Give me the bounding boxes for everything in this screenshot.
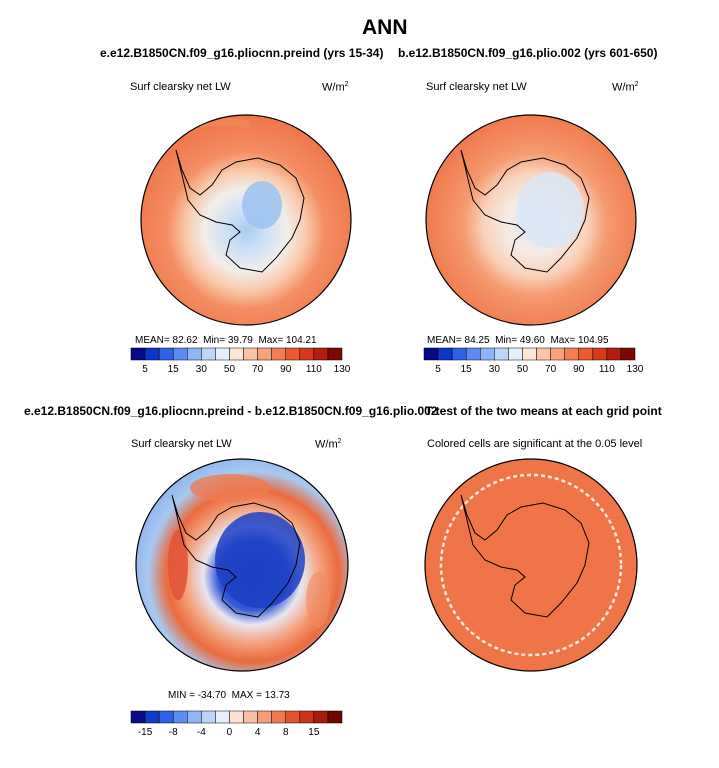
panel3-colorbar-box — [158, 710, 174, 724]
panel3-colorbar-box — [299, 710, 315, 724]
panel1-colorbar-box — [285, 347, 301, 361]
panel1-colorbar-box — [313, 347, 329, 361]
panel2-colorbar-box — [522, 347, 537, 361]
panel2-colorbar-box — [508, 347, 523, 361]
panel2-title: b.e12.B1850CN.f09_g16.plio.002 (yrs 601-… — [398, 46, 658, 60]
panel3-map — [135, 458, 349, 672]
panel3-colorbar-box — [313, 710, 329, 724]
panel3-stats: MIN = -34.70 MAX = 13.73 — [168, 690, 290, 701]
panel3-colorbar: -15 -8 -4 0 4 8 15 — [130, 710, 343, 738]
panel3-title: e.e12.B1850CN.f09_g16.pliocnn.preind - b… — [24, 404, 438, 418]
panel2-colorbar-tick-label: 130 — [627, 364, 644, 375]
panel1-colorbar-box — [257, 347, 272, 361]
panel2-colorbar-box — [564, 347, 579, 361]
panel3-antarctica-coastline — [171, 494, 301, 618]
panel1-colorbar-box — [327, 347, 343, 361]
panel3-colorbar-box — [201, 710, 216, 724]
panel3-colorbar-tick-label: -4 — [197, 727, 206, 738]
panel1-colorbar-tick-label: 110 — [306, 364, 322, 375]
panel2-colorbar-tick-label: 30 — [489, 364, 501, 375]
panel2-variable-label: Surf clearsky net LW — [426, 81, 527, 93]
panel1-colorbar-tick-label: 30 — [196, 364, 208, 375]
panel2-colorbar-box — [606, 347, 622, 361]
panel1-title: e.e12.B1850CN.f09_g16.pliocnn.preind (yr… — [100, 46, 384, 60]
panel1-stats: MEAN= 82.62 Min= 39.79 Max= 104.21 — [135, 335, 317, 346]
panel3-variable-label: Surf clearsky net LW — [131, 438, 232, 450]
panel2-colorbar-box — [592, 347, 608, 361]
panel2-map — [425, 114, 637, 326]
panel1-colorbar-box — [187, 347, 202, 361]
panel2-colorbar-tick-label: 90 — [573, 364, 585, 375]
panel2-colorbar-box — [451, 347, 467, 361]
panel3-colorbar-box — [285, 710, 301, 724]
panel2-colorbar-box — [536, 347, 551, 361]
panel4-antarctica-coastline — [460, 494, 590, 618]
panel3-colorbar-box — [229, 710, 244, 724]
panel2-colorbar-box — [437, 347, 453, 361]
panel3-colorbar-tick-label: 4 — [255, 727, 261, 738]
panel1-variable-label: Surf clearsky net LW — [130, 81, 231, 93]
panel3-colorbar-box — [187, 710, 202, 724]
panel1-colorbar: 5 15 30 50 70 90 110 130 — [130, 347, 351, 375]
panel1-colorbar-box — [130, 347, 146, 361]
panel1-colorbar-box — [299, 347, 315, 361]
panel1-colorbar-box — [158, 347, 174, 361]
panel1-colorbar-box — [201, 347, 216, 361]
panel1-colorbar-tick-label: 5 — [142, 364, 148, 375]
figure-title: ANN — [362, 16, 408, 39]
panel2-colorbar-tick-label: 5 — [435, 364, 441, 375]
panel3-colorbar-box — [257, 710, 272, 724]
panel1-colorbar-box — [271, 347, 286, 361]
panel4-significance-label: Colored cells are significant at the 0.0… — [427, 438, 643, 450]
panel2-colorbar-box — [494, 347, 509, 361]
panel2-colorbar-box — [465, 347, 481, 361]
panel2-colorbar-tick-label: 70 — [545, 364, 557, 375]
panel2-colorbar: 5 15 30 50 70 90 110 130 — [423, 347, 644, 375]
panel3-colorbar-box — [271, 710, 286, 724]
panel1-colorbar-box — [144, 347, 160, 361]
panel1-colorbar-box — [215, 347, 230, 361]
panel2-colorbar-box — [578, 347, 594, 361]
panel1-colorbar-box — [172, 347, 188, 361]
panel2-antarctica-coastline — [460, 149, 590, 273]
panel1-colorbar-box — [229, 347, 244, 361]
panel3-colorbar-box — [130, 710, 146, 724]
panel3-colorbar-tick-label: -8 — [169, 727, 178, 738]
panel2-colorbar-tick-label: 15 — [461, 364, 473, 375]
panel4-title: T-test of the two means at each grid poi… — [425, 404, 662, 418]
panel3-colorbar-box — [243, 710, 258, 724]
panel4-map — [424, 458, 638, 672]
panel2-colorbar-tick-label: 50 — [517, 364, 529, 375]
panel1-colorbar-tick-label: 90 — [280, 364, 292, 375]
panel1-colorbar-box — [243, 347, 258, 361]
panel3-colorbar-box — [144, 710, 160, 724]
panel3-colorbar-tick-label: 15 — [308, 727, 320, 738]
panel1-colorbar-tick-label: 130 — [334, 364, 351, 375]
panel3-colorbar-tick-label: 0 — [227, 727, 233, 738]
panel3-colorbar-tick-label: -15 — [138, 727, 153, 738]
panel3-units: W/m2 — [315, 438, 342, 451]
panel1-map — [140, 114, 352, 326]
panel3-colorbar-box — [172, 710, 188, 724]
panel1-colorbar-tick-label: 70 — [252, 364, 264, 375]
panel1-units: W/m2 — [322, 81, 349, 94]
panel2-colorbar-box — [423, 347, 439, 361]
panel3-colorbar-box — [215, 710, 230, 724]
panel1-antarctica-coastline — [175, 149, 305, 273]
panel1-colorbar-tick-label: 15 — [168, 364, 180, 375]
panel2-colorbar-box — [620, 347, 636, 361]
panel3-colorbar-box — [327, 710, 343, 724]
panel2-colorbar-tick-label: 110 — [599, 364, 615, 375]
panel2-stats: MEAN= 84.25 Min= 49.60 Max= 104.95 — [427, 335, 609, 346]
panel2-colorbar-box — [480, 347, 495, 361]
panel1-colorbar-tick-label: 50 — [224, 364, 236, 375]
panel3-colorbar-tick-label: 8 — [283, 727, 289, 738]
panel2-units: W/m2 — [612, 81, 639, 94]
panel2-colorbar-box — [550, 347, 565, 361]
